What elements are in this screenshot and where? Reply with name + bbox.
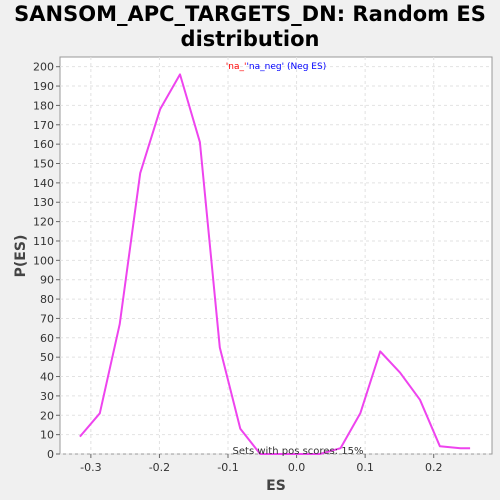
x-tick-label: 0.0 bbox=[288, 461, 306, 474]
y-tick-label: 180 bbox=[33, 99, 54, 112]
y-tick-label: 120 bbox=[33, 216, 54, 229]
x-axis-label: ES bbox=[266, 478, 286, 494]
x-tick-label: 0.1 bbox=[356, 461, 374, 474]
y-tick-label: 0 bbox=[47, 448, 54, 461]
series-layer bbox=[79, 73, 471, 455]
y-tick-label: 200 bbox=[33, 61, 54, 74]
x-tick-label: 0.2 bbox=[425, 461, 443, 474]
y-tick-label: 110 bbox=[33, 235, 54, 248]
plot-area bbox=[59, 56, 493, 455]
y-tick-label: 190 bbox=[33, 80, 54, 93]
series-line-0 bbox=[79, 73, 471, 455]
y-tick-label: 130 bbox=[33, 196, 54, 209]
y-tick-label: 70 bbox=[40, 312, 54, 325]
y-tick-label: 50 bbox=[40, 351, 54, 364]
chart-title-line-1: SANSOM_APC_TARGETS_DN: Random ES bbox=[14, 2, 486, 26]
chart-title-line-2: distribution bbox=[180, 27, 320, 51]
grid bbox=[60, 57, 492, 455]
y-tick-label: 40 bbox=[40, 371, 54, 384]
y-tick-label: 160 bbox=[33, 138, 54, 151]
x-tick-label: -0.2 bbox=[149, 461, 170, 474]
y-tick-label: 60 bbox=[40, 332, 54, 345]
y-tick-label: 170 bbox=[33, 119, 54, 132]
y-tick-label: 20 bbox=[40, 409, 54, 422]
y-axis-ticks: 0 10 20 30 40 50 60 70 80 90 100 110 120 130 140 150 160… bbox=[33, 61, 60, 461]
y-tick-label: 80 bbox=[40, 293, 54, 306]
legend-part-1: 'na_neg' bbox=[246, 62, 284, 72]
y-tick-label: 90 bbox=[40, 274, 54, 287]
x-tick-label: -0.3 bbox=[80, 461, 101, 474]
annotation-pos-scores: Sets with pos scores: 15% bbox=[233, 446, 364, 457]
y-tick-label: 30 bbox=[40, 390, 54, 403]
y-tick-label: 10 bbox=[40, 429, 54, 442]
y-tick-label: 140 bbox=[33, 177, 54, 190]
chart-title: SANSOM_APC_TARGETS_DN: Random ES distrib… bbox=[0, 2, 500, 52]
x-tick-label: -0.1 bbox=[217, 461, 238, 474]
y-tick-label: 150 bbox=[33, 158, 54, 171]
legend-part-2: (Neg ES) bbox=[284, 62, 326, 72]
x-axis-ticks: -0.3 -0.2 -0.1 0.0 0.1 0.2 bbox=[80, 454, 442, 474]
legend: 'na_''na_neg' (Neg ES) bbox=[226, 62, 326, 72]
y-tick-label: 100 bbox=[33, 254, 54, 267]
legend-part-0: 'na_' bbox=[226, 62, 247, 72]
y-axis-label: P(ES) bbox=[13, 235, 29, 278]
